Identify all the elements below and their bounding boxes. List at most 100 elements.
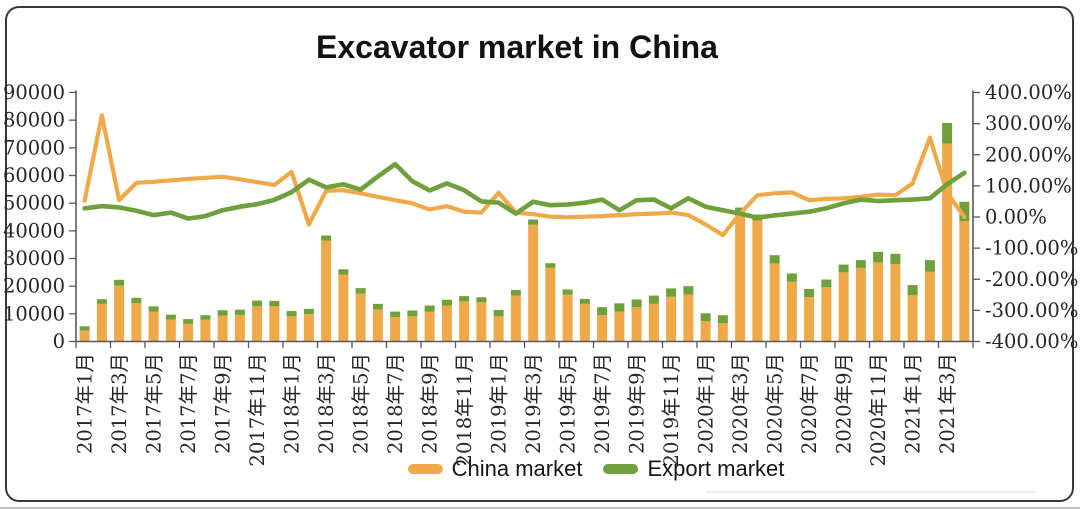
bar-china-market [321,240,332,342]
bar-china-market [131,303,142,342]
bar-export-market [528,219,539,225]
bar-china-market [873,262,884,342]
left-axis-tick-label: 30000 [3,247,65,270]
bar-china-market [838,272,849,342]
bar-china-market [562,294,573,342]
left-axis-tick-label: 10000 [3,302,65,325]
bar-china-market [804,297,815,342]
bar-china-market [493,316,504,342]
bar-china-market [390,317,401,342]
x-axis-tick-label: 2020年1月 [695,353,718,454]
bar-china-market [148,311,159,342]
bar-export-market [545,263,556,268]
bar-china-market [648,303,659,342]
legend-item-china-market: China market [407,456,583,482]
x-axis-label-group: 2019年1月 [488,353,511,454]
x-axis-label-group: 2020年9月 [833,353,856,454]
x-axis-label-group: 2017年5月 [143,353,166,454]
bar-export-market [200,315,211,320]
x-axis-tick-label: 2020年5月 [764,353,787,454]
x-axis-label-group: 2017年7月 [177,353,200,454]
x-axis-tick-label: 2020年11月 [867,353,890,466]
bar-china-market [959,221,970,342]
bar-export-market [579,298,590,304]
bar-export-market [79,326,90,331]
bar-export-market [148,306,159,312]
left-axis-tick-label: 90000 [3,81,65,104]
bar-china-market [528,224,539,342]
bar-china-market [614,311,625,342]
bar-export-market [114,279,125,286]
bar-china-market [355,293,366,342]
bar-china-market [597,315,608,342]
bar-export-market [821,279,832,287]
bar-export-market [286,311,297,317]
bar-china-market [907,295,918,342]
left-axis-tick-label: 60000 [3,164,65,187]
bar-export-market [597,307,608,316]
bar-export-market [907,285,918,296]
x-axis-label-group: 2020年3月 [729,353,752,454]
left-axis-tick-label: 50000 [3,192,65,215]
x-axis-tick-label: 2017年7月 [177,353,200,454]
x-axis-tick-label: 2017年3月 [108,353,131,454]
bar-export-market [493,309,504,317]
legend-item-export-market: Export market [603,456,784,482]
bottom-hairline [0,507,1080,509]
bar-export-market [614,303,625,312]
bar-export-market [648,295,659,304]
bar-export-market [890,253,901,265]
x-axis-tick-label: 2021年3月 [936,353,959,454]
export-market-swatch-icon [603,464,639,474]
x-axis-label-group: 2018年11月 [453,353,476,466]
x-axis-tick-label: 2019年7月 [591,353,614,454]
bar-export-market [269,300,280,307]
bar-export-market [700,313,711,322]
bar-export-market [355,288,366,294]
bar-export-market [303,308,314,315]
x-axis-tick-label: 2020年7月 [798,353,821,454]
x-axis-label-group: 2017年9月 [212,353,235,454]
legend-label-export-market: Export market [647,456,785,481]
x-axis-label-group: 2017年3月 [108,353,131,454]
bar-china-market [631,307,642,342]
bar-china-market [786,281,797,342]
china-yoy-line [82,113,967,238]
x-axis-label-group: 2019年3月 [522,353,545,454]
right-axis-tick-label: -300.00% [985,299,1078,322]
bar-export-market [804,288,815,298]
bar-export-market [441,299,452,306]
bar-china-market [666,296,677,342]
bar-china-market [441,305,452,342]
x-axis-label-group: 2020年1月 [695,353,718,454]
bar-export-market [131,297,142,304]
x-axis-tick-label: 2019年5月 [557,353,580,454]
x-axis-label-group: 2017年1月 [74,353,97,454]
bar-china-market [942,143,953,342]
bar-china-market [752,220,763,342]
bar-china-market [459,301,470,342]
x-axis-tick-label: 2019年1月 [488,353,511,454]
bar-china-market [717,323,728,342]
bar-china-market [545,267,556,342]
bar-export-market [942,122,953,144]
x-axis-tick-label: 2018年7月 [384,353,407,454]
bar-export-market [234,309,245,315]
bar-china-market [407,316,418,342]
left-axis-tick-label: 0 [53,330,65,353]
right-axis-tick-label: -100.00% [985,237,1078,260]
bar-china-market [269,306,280,342]
bar-china-market [855,267,866,342]
bar-export-market [562,289,573,295]
x-axis-label-group: 2020年7月 [798,353,821,454]
bar-china-market [372,309,383,342]
legend-label-china-market: China market [451,456,583,481]
x-axis-tick-label: 2017年5月 [143,353,166,454]
bar-export-market [252,300,263,307]
bar-china-market [821,286,832,342]
export-yoy-line [82,161,967,221]
x-axis-tick-label: 2018年11月 [453,353,476,466]
bar-export-market [683,286,694,295]
bar-china-market [183,323,194,342]
